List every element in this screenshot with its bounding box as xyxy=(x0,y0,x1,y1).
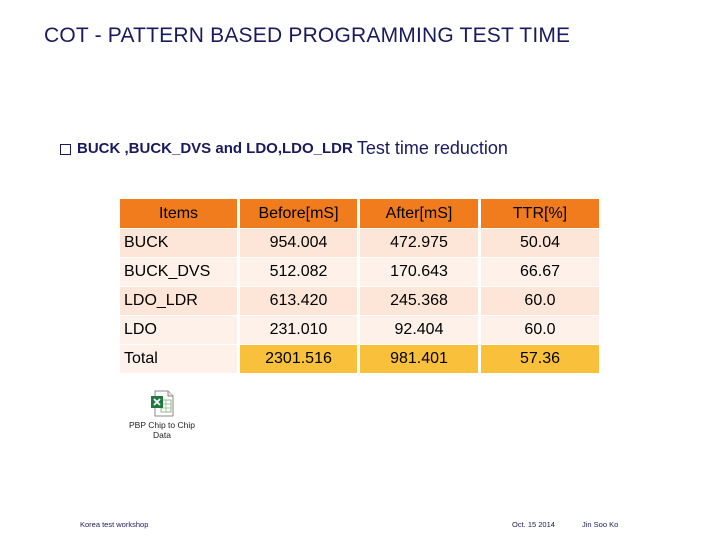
table-row: BUCK 954.004 472.975 50.04 xyxy=(120,228,599,257)
header-before: Before[mS] xyxy=(240,199,360,228)
cell-ttr: 57.36 xyxy=(481,344,599,373)
slide-title: COT - PATTERN BASED PROGRAMMING TEST TIM… xyxy=(44,24,571,47)
header-after: After[mS] xyxy=(360,199,481,228)
cell-before: 954.004 xyxy=(240,228,360,257)
cell-ttr: 60.0 xyxy=(481,315,599,344)
table-total-row: Total 2301.516 981.401 57.36 xyxy=(120,344,599,373)
table-row: LDO 231.010 92.404 60.0 xyxy=(120,315,599,344)
bullet-bold-text: BUCK ,BUCK_DVS and LDO,LDO_LDR xyxy=(77,140,353,157)
cell-item: LDO_LDR xyxy=(120,286,240,315)
cell-after: 981.401 xyxy=(360,344,481,373)
footer-author: Jin Soo Ko xyxy=(582,520,619,529)
header-items: Items xyxy=(120,199,240,228)
cell-item: LDO xyxy=(120,315,240,344)
excel-file-icon[interactable] xyxy=(150,390,176,417)
cell-after: 472.975 xyxy=(360,228,481,257)
cell-before: 512.082 xyxy=(240,257,360,286)
test-time-table: Items Before[mS] After[mS] TTR[%] BUCK 9… xyxy=(120,199,599,373)
cell-ttr: 50.04 xyxy=(481,228,599,257)
bullet-point: BUCK ,BUCK_DVS and LDO,LDO_LDR Test time… xyxy=(60,138,508,159)
bullet-rest-text: Test time reduction xyxy=(356,138,508,158)
checkbox-bullet-icon xyxy=(60,144,71,155)
footer-workshop: Korea test workshop xyxy=(80,520,149,529)
cell-item: BUCK_DVS xyxy=(120,257,240,286)
cell-before: 613.420 xyxy=(240,286,360,315)
table-header-row: Items Before[mS] After[mS] TTR[%] xyxy=(120,199,599,228)
cell-ttr: 66.67 xyxy=(481,257,599,286)
cell-after: 245.368 xyxy=(360,286,481,315)
cell-ttr: 60.0 xyxy=(481,286,599,315)
attachment-caption: PBP Chip to Chip Data xyxy=(129,420,195,440)
cell-before: 231.010 xyxy=(240,315,360,344)
table-row: LDO_LDR 613.420 245.368 60.0 xyxy=(120,286,599,315)
cell-item: BUCK xyxy=(120,228,240,257)
table-row: BUCK_DVS 512.082 170.643 66.67 xyxy=(120,257,599,286)
header-ttr: TTR[%] xyxy=(481,199,599,228)
cell-after: 92.404 xyxy=(360,315,481,344)
cell-item: Total xyxy=(120,344,240,373)
cell-after: 170.643 xyxy=(360,257,481,286)
cell-before: 2301.516 xyxy=(240,344,360,373)
footer-date: Oct. 15 2014 xyxy=(512,520,555,529)
